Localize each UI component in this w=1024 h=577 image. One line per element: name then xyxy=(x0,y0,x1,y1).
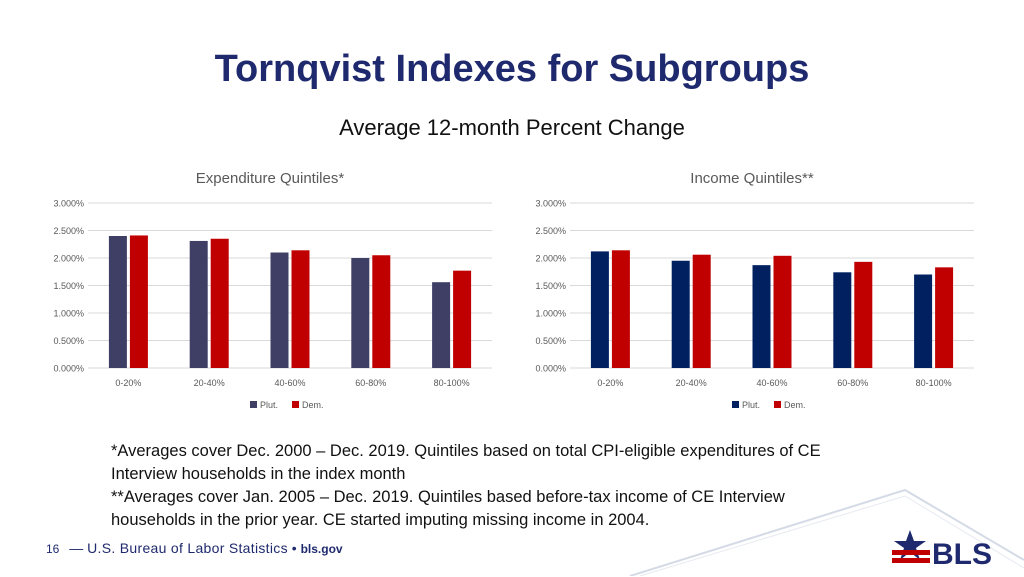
footnote-expenditure: *Averages cover Dec. 2000 – Dec. 2019. Q… xyxy=(111,442,821,483)
website-link[interactable]: bls.gov xyxy=(300,542,343,556)
expenditure-quintiles-chart: Expenditure Quintiles* 0.000% 0.500% 1.000%… xyxy=(30,163,500,423)
bar-plut xyxy=(351,258,370,368)
x-tick-label: 80-100% xyxy=(434,378,470,388)
expenditure-chart-svg: Expenditure Quintiles* 0.000% 0.500% 1.000%… xyxy=(53,170,492,410)
footer-separator: • xyxy=(291,540,297,556)
x-tick-label: 0-20% xyxy=(115,378,141,388)
y-tick-label: 1.500% xyxy=(535,281,566,291)
x-tick-label: 60-80% xyxy=(837,378,868,388)
footnotes: *Averages cover Dec. 2000 – Dec. 2019. Q… xyxy=(111,440,871,532)
y-tick-label: 3.000% xyxy=(53,199,84,209)
bar-dem xyxy=(854,261,873,368)
x-tick-label: 0-20% xyxy=(597,378,623,388)
x-tick-label: 60-80% xyxy=(355,378,386,388)
chart-title: Expenditure Quintiles* xyxy=(196,170,345,187)
bar-dem xyxy=(773,255,792,368)
bar-plut xyxy=(270,252,289,368)
bar-plut xyxy=(108,236,127,368)
bar-dem xyxy=(129,235,148,368)
y-tick-label: 2.500% xyxy=(535,226,566,236)
y-tick-label: 1.500% xyxy=(53,281,84,291)
page-number: 16 xyxy=(46,542,60,556)
x-tick-label: 40-60% xyxy=(274,378,305,388)
bar-plut xyxy=(590,251,609,368)
y-tick-label: 1.000% xyxy=(53,309,84,319)
bar-dem xyxy=(372,255,391,368)
bar-plut xyxy=(914,274,933,368)
page-title: Tornqvist Indexes for Subgroups xyxy=(214,48,810,90)
bls-logo-icon: BLS xyxy=(892,530,992,571)
y-tick-label: 0.500% xyxy=(53,336,84,346)
x-tick-label: 80-100% xyxy=(916,378,952,388)
income-quintiles-chart: Income Quintiles** 0.000% 0.500% 1.000% 1.50… xyxy=(512,163,982,423)
bar-dem xyxy=(291,250,310,368)
bls-logo: BLS xyxy=(888,520,1008,572)
income-chart-svg: Income Quintiles** 0.000% 0.500% 1.000% 1.50… xyxy=(535,170,974,410)
logo-text: BLS xyxy=(932,538,992,571)
footer-dash: — xyxy=(69,540,84,556)
bar-dem xyxy=(210,238,229,368)
legend-swatch xyxy=(774,401,781,408)
bar-dem xyxy=(611,250,630,368)
legend-swatch xyxy=(732,401,739,408)
x-tick-label: 20-40% xyxy=(194,378,225,388)
bar-plut xyxy=(752,265,771,368)
y-tick-label: 1.000% xyxy=(535,309,566,319)
footer: 16 — U.S. Bureau of Labor Statistics • b… xyxy=(46,540,343,556)
y-tick-label: 2.500% xyxy=(53,226,84,236)
legend-swatch xyxy=(250,401,257,408)
legend-swatch xyxy=(292,401,299,408)
bar-dem xyxy=(453,270,472,368)
y-tick-label: 3.000% xyxy=(535,199,566,209)
y-tick-label: 2.000% xyxy=(535,254,566,264)
bar-dem xyxy=(692,254,711,368)
bar-plut xyxy=(833,272,852,368)
y-tick-label: 0.500% xyxy=(535,336,566,346)
legend-label: Dem. xyxy=(302,400,324,410)
bar-dem xyxy=(935,267,954,368)
agency-name: U.S. Bureau of Labor Statistics xyxy=(87,540,288,556)
legend-label: Dem. xyxy=(784,400,806,410)
footnote-income: **Averages cover Jan. 2005 – Dec. 2019. … xyxy=(111,488,785,529)
bar-plut xyxy=(432,282,451,368)
legend-label: Plut. xyxy=(260,400,278,410)
chart-title: Income Quintiles** xyxy=(690,170,814,187)
y-tick-label: 0.000% xyxy=(53,364,84,374)
y-tick-label: 0.000% xyxy=(535,364,566,374)
x-tick-label: 40-60% xyxy=(756,378,787,388)
page-subtitle: Average 12-month Percent Change xyxy=(339,115,685,140)
y-tick-label: 2.000% xyxy=(53,254,84,264)
legend-label: Plut. xyxy=(742,400,760,410)
bar-plut xyxy=(189,240,208,368)
x-tick-label: 20-40% xyxy=(676,378,707,388)
bar-plut xyxy=(671,260,690,368)
